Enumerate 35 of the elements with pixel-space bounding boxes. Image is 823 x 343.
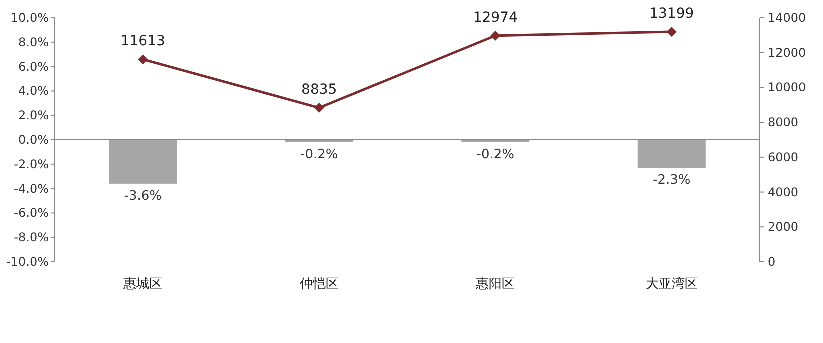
data-label: -0.2% (476, 147, 514, 162)
y-tick-label: 0.0% (18, 133, 49, 147)
y-tick-label: 4.0% (18, 84, 49, 98)
y2-tick-label: 0 (768, 255, 776, 269)
y2-tick-label: 4000 (768, 185, 799, 200)
data-label: -3.6% (124, 188, 162, 204)
data-label: 8835 (302, 82, 338, 98)
data-label: 12974 (473, 10, 518, 26)
x-tick-label: 惠城区 (122, 277, 163, 292)
x-tick-label: 仲恺区 (300, 277, 339, 292)
data-label: -2.3% (653, 173, 691, 188)
y2-tick-label: 6000 (768, 150, 799, 164)
y2-tick-label: 14000 (768, 11, 806, 25)
y-tick-label: 10.0% (10, 11, 49, 25)
y-tick-label: -4.0% (14, 182, 49, 196)
point (314, 103, 324, 114)
y-tick-label: -8.0% (14, 230, 49, 245)
data-label: 11613 (120, 34, 166, 50)
y-tick-label: 2.0% (18, 108, 49, 123)
x-tick-label: 惠阳区 (475, 277, 516, 292)
x-tick-label: 大亚湾区 (646, 276, 698, 292)
y2-tick-label: 10000 (768, 80, 806, 95)
y-tick-label: 6.0% (18, 60, 49, 74)
point (138, 54, 148, 65)
y2-tick-label: 2000 (768, 220, 799, 234)
data-label: 13199 (650, 6, 694, 22)
y2-tick-label: 12000 (768, 46, 806, 60)
y-tick-label: 8.0% (18, 35, 49, 50)
y-tick-label: -2.0% (14, 157, 49, 172)
point (490, 30, 501, 41)
y-tick-label: -10.0% (6, 255, 49, 269)
y2-tick-label: 8000 (768, 116, 799, 130)
y-tick-label: -6.0% (14, 206, 49, 220)
point (666, 26, 677, 37)
data-label: -0.2% (300, 147, 338, 162)
